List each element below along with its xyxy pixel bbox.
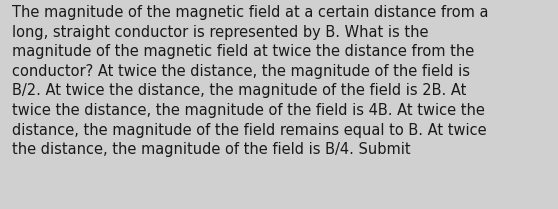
Text: The magnitude of the magnetic field at a certain distance from a
long, straight : The magnitude of the magnetic field at a… (12, 5, 489, 157)
